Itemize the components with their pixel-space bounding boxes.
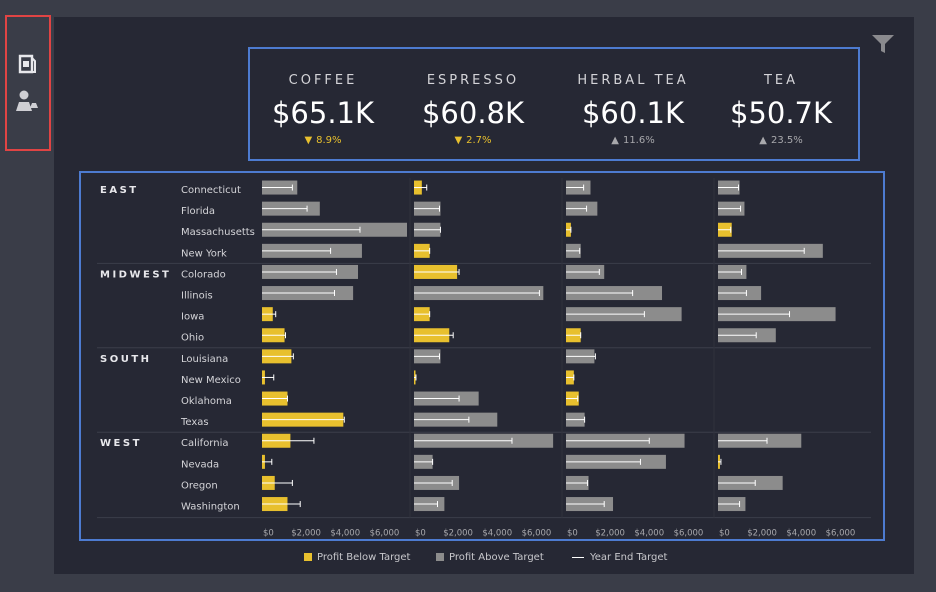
kpi-name: COFFEE <box>288 73 358 88</box>
region-label: WEST <box>100 438 142 449</box>
x-tick-label: $6,000 <box>674 529 704 539</box>
x-tick-label: $0 <box>567 529 578 539</box>
state-label: New York <box>181 248 227 259</box>
state-label: Washington <box>181 502 240 513</box>
kpi-coffee[interactable]: COFFEE $65.1K ▼ 8.9% <box>248 73 398 149</box>
x-tick-label: $6,000 <box>826 529 856 539</box>
state-label: Oregon <box>181 480 218 491</box>
x-tick-label: $0 <box>415 529 426 539</box>
region-label: EAST <box>100 185 139 196</box>
x-tick-label: $0 <box>263 529 274 539</box>
kpi-value: $65.1K <box>271 96 375 130</box>
kpi-change: ▼ 8.9% <box>304 135 342 146</box>
x-tick-label: $4,000 <box>482 529 512 539</box>
state-label: Illinois <box>181 291 213 302</box>
sidebar-nav <box>5 15 51 151</box>
kpi-value: $60.8K <box>421 96 525 130</box>
kpi-name: ESPRESSO <box>426 73 520 88</box>
x-tick-label: $2,000 <box>291 529 321 539</box>
state-label: Florida <box>181 206 215 217</box>
kpi-herbal-tea[interactable]: HERBAL TEA $60.1K ▲ 11.6% <box>558 73 708 149</box>
state-label: Iowa <box>181 312 204 323</box>
x-tick-label: $4,000 <box>634 529 664 539</box>
triangle-up-icon: ▲ <box>611 135 619 146</box>
state-label: Louisiana <box>181 354 228 365</box>
filter-funnel-icon[interactable] <box>870 32 896 56</box>
product-bag-icon[interactable] <box>14 50 40 76</box>
kpi-value: $60.1K <box>581 96 685 130</box>
legend-swatch-above <box>436 553 444 561</box>
x-tick-label: $4,000 <box>786 529 816 539</box>
state-label: Oklahoma <box>181 396 232 407</box>
legend-swatch-target <box>572 556 584 558</box>
region-label: SOUTH <box>100 354 152 365</box>
kpi-espresso[interactable]: ESPRESSO $60.8K ▼ 2.7% <box>398 73 548 149</box>
kpi-value: $50.7K <box>729 96 833 130</box>
x-tick-label: $2,000 <box>595 529 625 539</box>
kpi-tea[interactable]: TEA $50.7K ▲ 23.5% <box>706 73 856 149</box>
x-tick-label: $4,000 <box>330 529 360 539</box>
kpi-name: TEA <box>763 73 799 88</box>
state-label: Texas <box>180 417 209 428</box>
state-label: Connecticut <box>181 185 241 196</box>
x-tick-label: $0 <box>719 529 730 539</box>
kpi-summary: COFFEE $65.1K ▼ 8.9% ESPRESSO $60.8K ▼ 2.7… <box>248 47 860 161</box>
triangle-down-icon: ▼ <box>304 135 313 146</box>
kpi-change: ▲ 11.6% <box>611 135 655 146</box>
state-label: Nevada <box>181 459 219 470</box>
legend-swatch-below <box>304 553 312 561</box>
profit-bar-chart: EAST MIDWEST SOUTH WEST Connecticut Florida Ma… <box>97 178 871 539</box>
x-tick-label: $6,000 <box>370 529 400 539</box>
map-pin-person-icon[interactable] <box>14 88 40 114</box>
kpi-change: ▼ 2.7% <box>454 135 492 146</box>
x-tick-label: $6,000 <box>522 529 552 539</box>
region-label: MIDWEST <box>100 269 171 280</box>
legend-above[interactable]: Profit Above Target <box>436 551 544 565</box>
state-label: New Mexico <box>181 375 241 386</box>
triangle-up-icon: ▲ <box>759 135 767 146</box>
triangle-down-icon: ▼ <box>454 135 463 146</box>
kpi-change: ▲ 23.5% <box>759 135 803 146</box>
state-label: Ohio <box>181 333 204 344</box>
kpi-name: HERBAL TEA <box>577 73 689 88</box>
state-label: California <box>181 438 229 449</box>
profit-chart-frame: EAST MIDWEST SOUTH WEST Connecticut Florida Ma… <box>79 171 885 541</box>
state-label: Colorado <box>181 269 226 280</box>
legend-target[interactable]: Year End Target <box>572 551 667 565</box>
state-label: Massachusetts <box>181 227 255 238</box>
legend-below[interactable]: Profit Below Target <box>304 551 410 565</box>
x-tick-label: $2,000 <box>747 529 777 539</box>
x-tick-label: $2,000 <box>443 529 473 539</box>
